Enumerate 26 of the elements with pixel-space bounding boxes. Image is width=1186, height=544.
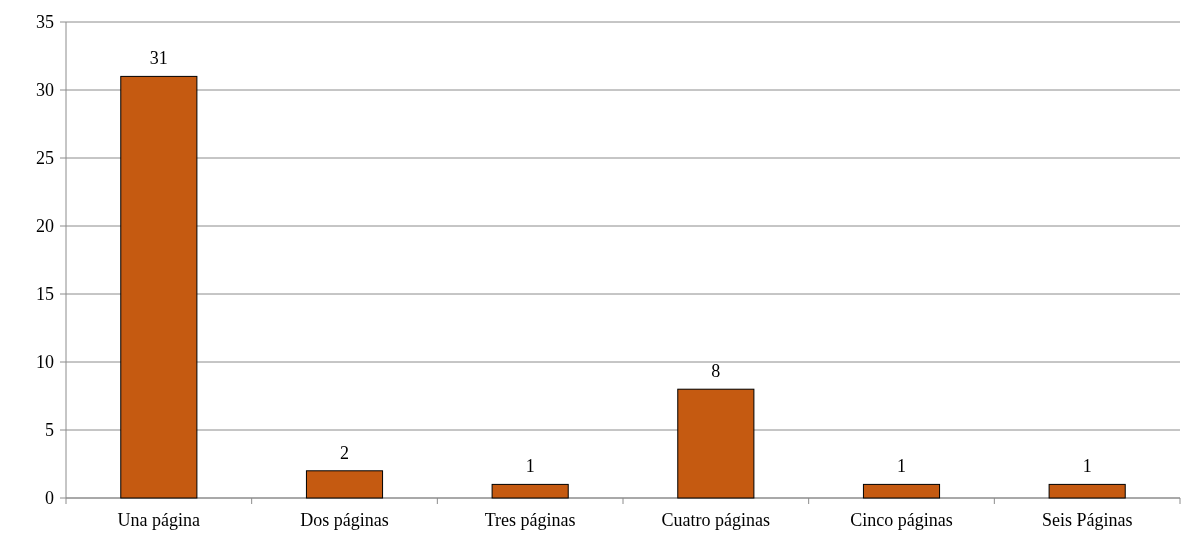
bar	[1048, 483, 1126, 499]
y-tick-label: 20	[36, 216, 54, 237]
x-tick-label: Cinco páginas	[850, 510, 953, 530]
x-tick-label: Seis Páginas	[1041, 510, 1133, 530]
bar	[491, 483, 569, 499]
bar	[305, 470, 384, 499]
data-label: 1	[525, 456, 535, 477]
y-tick-label: 35	[36, 12, 54, 33]
x-tick-label: Una página	[117, 510, 201, 530]
x-tick-label: Dos páginas	[300, 510, 389, 530]
bar	[677, 388, 755, 499]
x-tick-label: Tres páginas	[484, 510, 576, 530]
y-tick-label: 15	[36, 284, 54, 305]
y-tick-label: 25	[36, 148, 54, 169]
y-tick-label: 10	[36, 352, 54, 373]
data-label: 31	[149, 48, 168, 69]
x-tick-label: Cuatro páginas	[661, 510, 771, 530]
y-tick-label: 30	[36, 80, 54, 101]
y-tick-label: 5	[45, 420, 54, 441]
data-label: 8	[711, 361, 721, 382]
y-tick-label: 0	[45, 488, 54, 509]
data-label: 2	[340, 442, 349, 463]
bar	[120, 75, 198, 499]
bar	[862, 483, 941, 499]
data-label: 1	[897, 456, 906, 477]
data-label: 1	[1082, 456, 1092, 477]
